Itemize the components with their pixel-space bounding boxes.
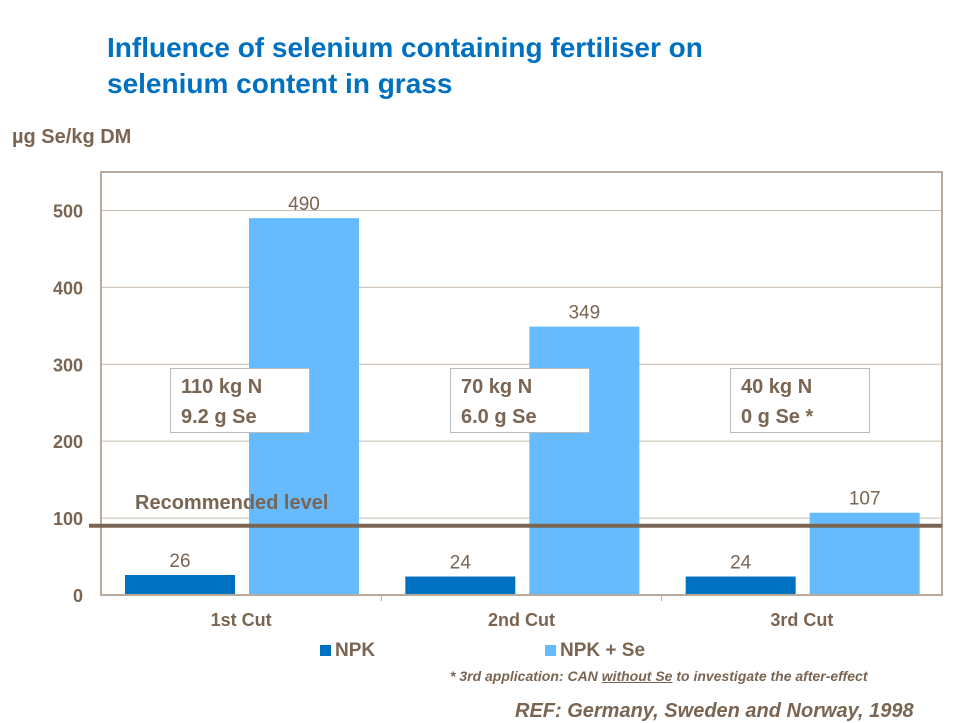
data-label: 24 (450, 553, 472, 574)
footnote-underlined: without Se (601, 668, 673, 684)
annotation-line: 9.2 g Se (181, 406, 257, 428)
recommended-level-label: Recommended level (135, 492, 328, 514)
annotation-box-2: 70 kg N 6.0 g Se (450, 368, 590, 433)
x-tick-label: 3rd Cut (770, 610, 833, 630)
x-tick-label: 2nd Cut (488, 610, 555, 630)
y-tick-label: 400 (53, 278, 83, 298)
legend-npk-se: NPK + Se (545, 640, 645, 662)
y-tick-label: 500 (53, 201, 83, 221)
legend-label: NPK (335, 640, 376, 661)
annotation-line: 6.0 g Se (461, 406, 537, 428)
data-label: 349 (568, 303, 600, 324)
x-tick-label: 1st Cut (211, 610, 272, 630)
reference: REF: Germany, Sweden and Norway, 1998 (515, 700, 914, 722)
data-label: 26 (169, 551, 190, 572)
annotation-line: 40 kg N (741, 376, 813, 398)
annotation-box-1: 110 kg N 9.2 g Se (170, 368, 310, 433)
y-tick-label: 0 (73, 586, 83, 606)
data-label: 24 (730, 553, 752, 574)
footnote: * 3rd application: CAN without Se to inv… (450, 668, 867, 684)
bar-npk (125, 575, 235, 595)
legend-label: NPK + Se (560, 640, 646, 661)
legend-swatch (545, 645, 556, 656)
bar-npk (405, 576, 516, 595)
title-line-1: Influence of selenium containing fertili… (107, 32, 703, 63)
data-label: 490 (288, 194, 320, 215)
annotation-box-3: 40 kg N 0 g Se * (730, 368, 870, 433)
data-label: 107 (849, 489, 881, 510)
y-tick-label: 100 (53, 509, 83, 529)
y-tick-label: 200 (53, 432, 83, 452)
footnote-text: to investigate the after-effect (672, 668, 868, 684)
annotation-line: 0 g Se * (741, 406, 814, 428)
legend-swatch (320, 645, 331, 656)
annotation-line: 110 kg N (181, 376, 263, 398)
chart-title: Influence of selenium containing fertili… (107, 30, 703, 102)
y-axis-label: µg Se/kg DM (12, 126, 132, 148)
title-line-2: selenium content in grass (107, 68, 453, 99)
bar-npk-se (529, 326, 640, 595)
y-tick-label: 300 (53, 355, 83, 375)
footnote-text: * 3rd application: CAN (450, 668, 602, 684)
annotation-line: 70 kg N (461, 376, 533, 398)
bar-npk (685, 576, 796, 595)
legend-npk: NPK (320, 640, 375, 662)
